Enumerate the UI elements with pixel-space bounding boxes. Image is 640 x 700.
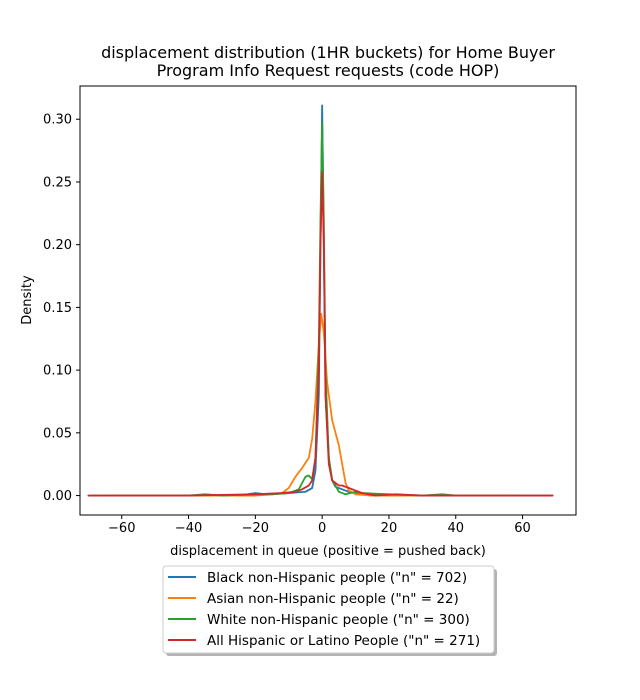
legend-label-4: All Hispanic or Latino People ("n" = 271…: [207, 633, 480, 649]
x-tick-label: −40: [175, 521, 202, 536]
y-tick-label: 0.20: [43, 238, 72, 253]
x-tick-label: 60: [514, 521, 531, 536]
series-line-4: [87, 171, 554, 497]
y-tick-label: 0.05: [43, 426, 72, 441]
y-axis-label: Density: [20, 275, 35, 325]
plot-frame: [79, 85, 577, 516]
y-tick-label: 0.25: [43, 175, 72, 190]
plot-area: −60 −40 −20 0 20 40 60 0.00 0.05 0.10 0.15 0.20 0.25…: [43, 104, 554, 536]
legend-box: [162, 565, 495, 654]
x-tick-label: −60: [108, 521, 135, 536]
x-tick-label: 20: [381, 521, 398, 536]
legend-label-2: Asian non-Hispanic people ("n" = 22): [207, 591, 459, 607]
y-tick-label: 0.30: [43, 113, 72, 128]
y-tick-label: 0.00: [43, 489, 72, 504]
chart-title-line-1: displacement distribution (1HR buckets) …: [101, 43, 555, 62]
x-tick-label: 0: [318, 521, 326, 536]
x-tick-label: 40: [447, 521, 464, 536]
legend-label-3: White non-Hispanic people ("n" = 300): [207, 612, 470, 628]
legend-label-1: Black non-Hispanic people ("n" = 702): [207, 570, 467, 586]
legend: Black non-Hispanic people ("n" = 702) Asi…: [162, 565, 497, 656]
y-tick-label: 0.15: [43, 301, 72, 316]
chart-title-line-2: Program Info Request requests (code HOP): [157, 61, 500, 80]
y-tick-label: 0.10: [43, 364, 72, 379]
x-tick-label: −20: [242, 521, 269, 536]
x-axis-label: displacement in queue (positive = pushed…: [170, 544, 486, 559]
